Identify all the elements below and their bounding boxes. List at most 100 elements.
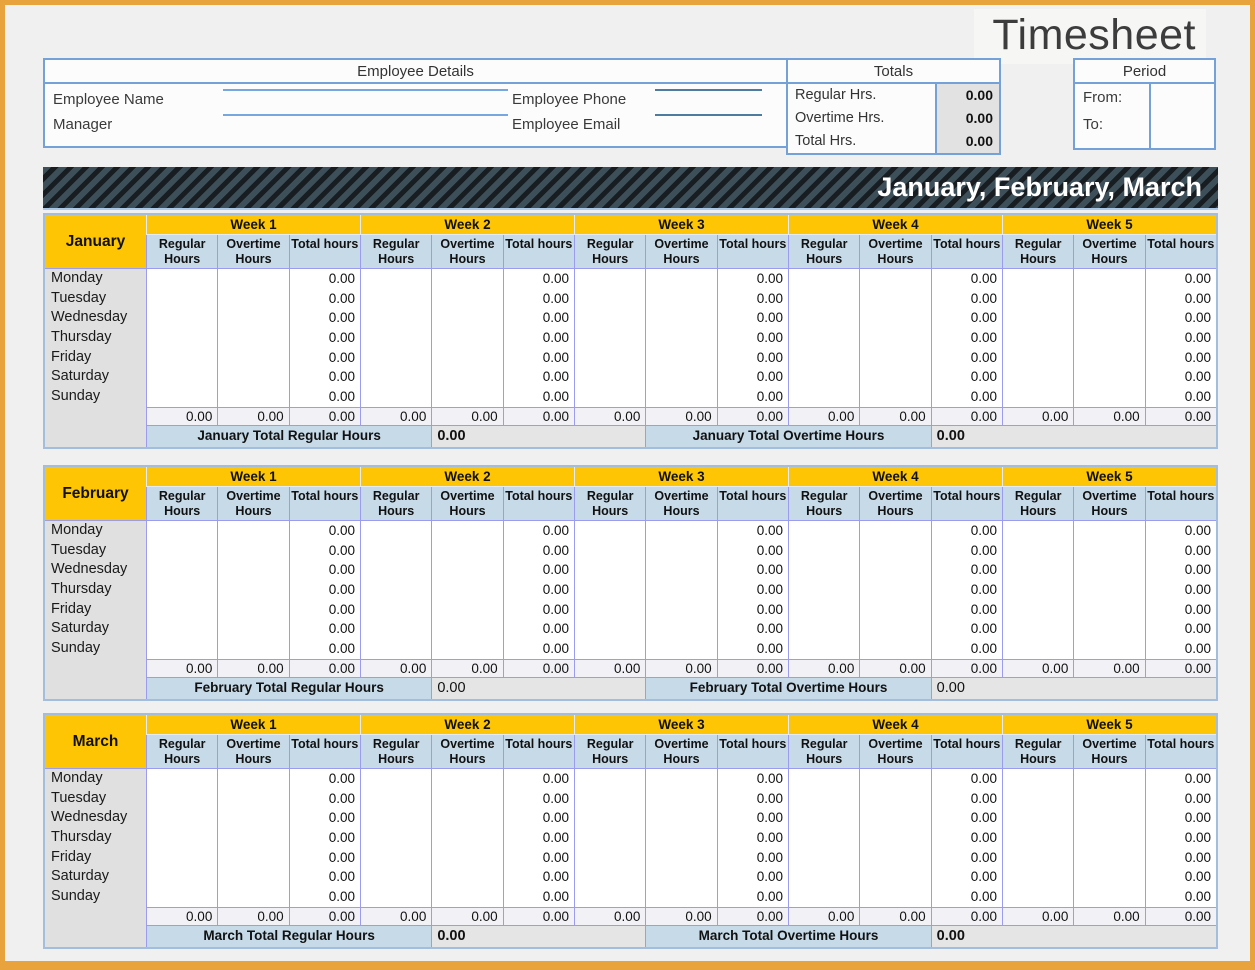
hours-entry-cell[interactable] <box>645 599 717 620</box>
hours-entry-cell[interactable] <box>645 328 717 348</box>
hours-entry-cell[interactable] <box>360 521 432 541</box>
hours-entry-cell[interactable] <box>859 521 931 541</box>
hours-entry-cell[interactable] <box>1073 599 1145 620</box>
hours-entry-cell[interactable] <box>431 828 503 848</box>
hours-entry-cell[interactable] <box>645 560 717 581</box>
hours-entry-cell[interactable] <box>1002 639 1074 659</box>
employee-name-input[interactable] <box>223 89 508 91</box>
hours-entry-cell[interactable] <box>788 560 860 581</box>
hours-entry-cell[interactable] <box>859 828 931 848</box>
hours-entry-cell[interactable] <box>146 347 218 368</box>
hours-entry-cell[interactable] <box>645 580 717 600</box>
hours-entry-cell[interactable] <box>217 521 289 541</box>
hours-entry-cell[interactable] <box>645 269 717 289</box>
hours-entry-cell[interactable] <box>859 639 931 659</box>
hours-entry-cell[interactable] <box>217 769 289 789</box>
hours-entry-cell[interactable] <box>217 288 289 309</box>
hours-entry-cell[interactable] <box>217 887 289 907</box>
hours-entry-cell[interactable] <box>645 639 717 659</box>
hours-entry-cell[interactable] <box>431 387 503 407</box>
hours-entry-cell[interactable] <box>1073 887 1145 907</box>
hours-entry-cell[interactable] <box>431 887 503 907</box>
hours-entry-cell[interactable] <box>1002 847 1074 868</box>
hours-entry-cell[interactable] <box>859 788 931 809</box>
hours-entry-cell[interactable] <box>1002 580 1074 600</box>
hours-entry-cell[interactable] <box>431 580 503 600</box>
hours-entry-cell[interactable] <box>360 328 432 348</box>
hours-entry-cell[interactable] <box>1002 619 1074 640</box>
hours-entry-cell[interactable] <box>360 887 432 907</box>
hours-entry-cell[interactable] <box>360 540 432 561</box>
hours-entry-cell[interactable] <box>859 619 931 640</box>
hours-entry-cell[interactable] <box>574 887 646 907</box>
hours-entry-cell[interactable] <box>788 828 860 848</box>
hours-entry-cell[interactable] <box>859 847 931 868</box>
hours-entry-cell[interactable] <box>574 828 646 848</box>
hours-entry-cell[interactable] <box>431 619 503 640</box>
hours-entry-cell[interactable] <box>859 769 931 789</box>
hours-entry-cell[interactable] <box>217 328 289 348</box>
hours-entry-cell[interactable] <box>146 540 218 561</box>
hours-entry-cell[interactable] <box>431 808 503 829</box>
hours-entry-cell[interactable] <box>217 867 289 888</box>
hours-entry-cell[interactable] <box>1073 540 1145 561</box>
hours-entry-cell[interactable] <box>1002 521 1074 541</box>
hours-entry-cell[interactable] <box>1002 769 1074 789</box>
hours-entry-cell[interactable] <box>1002 599 1074 620</box>
hours-entry-cell[interactable] <box>1073 639 1145 659</box>
hours-entry-cell[interactable] <box>1002 367 1074 388</box>
hours-entry-cell[interactable] <box>1073 619 1145 640</box>
hours-entry-cell[interactable] <box>788 288 860 309</box>
hours-entry-cell[interactable] <box>859 308 931 329</box>
hours-entry-cell[interactable] <box>1073 769 1145 789</box>
hours-entry-cell[interactable] <box>1002 788 1074 809</box>
hours-entry-cell[interactable] <box>146 328 218 348</box>
hours-entry-cell[interactable] <box>645 828 717 848</box>
hours-entry-cell[interactable] <box>217 619 289 640</box>
hours-entry-cell[interactable] <box>217 540 289 561</box>
hours-entry-cell[interactable] <box>1002 328 1074 348</box>
hours-entry-cell[interactable] <box>1002 867 1074 888</box>
hours-entry-cell[interactable] <box>574 521 646 541</box>
hours-entry-cell[interactable] <box>217 828 289 848</box>
hours-entry-cell[interactable] <box>431 540 503 561</box>
employee-email-input[interactable] <box>655 114 762 116</box>
hours-entry-cell[interactable] <box>859 580 931 600</box>
hours-entry-cell[interactable] <box>645 867 717 888</box>
hours-entry-cell[interactable] <box>1073 328 1145 348</box>
hours-entry-cell[interactable] <box>574 619 646 640</box>
hours-entry-cell[interactable] <box>431 328 503 348</box>
hours-entry-cell[interactable] <box>217 580 289 600</box>
hours-entry-cell[interactable] <box>574 288 646 309</box>
period-value-area[interactable] <box>1151 84 1214 148</box>
hours-entry-cell[interactable] <box>859 288 931 309</box>
hours-entry-cell[interactable] <box>574 599 646 620</box>
hours-entry-cell[interactable] <box>1002 887 1074 907</box>
hours-entry-cell[interactable] <box>360 828 432 848</box>
hours-entry-cell[interactable] <box>360 308 432 329</box>
hours-entry-cell[interactable] <box>146 367 218 388</box>
employee-phone-input[interactable] <box>655 89 762 91</box>
hours-entry-cell[interactable] <box>146 387 218 407</box>
hours-entry-cell[interactable] <box>360 580 432 600</box>
hours-entry-cell[interactable] <box>574 308 646 329</box>
hours-entry-cell[interactable] <box>146 560 218 581</box>
hours-entry-cell[interactable] <box>431 288 503 309</box>
hours-entry-cell[interactable] <box>360 347 432 368</box>
hours-entry-cell[interactable] <box>574 769 646 789</box>
hours-entry-cell[interactable] <box>217 788 289 809</box>
hours-entry-cell[interactable] <box>431 847 503 868</box>
hours-entry-cell[interactable] <box>146 599 218 620</box>
hours-entry-cell[interactable] <box>645 847 717 868</box>
hours-entry-cell[interactable] <box>1002 387 1074 407</box>
hours-entry-cell[interactable] <box>217 387 289 407</box>
hours-entry-cell[interactable] <box>788 599 860 620</box>
hours-entry-cell[interactable] <box>360 867 432 888</box>
hours-entry-cell[interactable] <box>645 387 717 407</box>
hours-entry-cell[interactable] <box>217 367 289 388</box>
hours-entry-cell[interactable] <box>360 269 432 289</box>
hours-entry-cell[interactable] <box>360 367 432 388</box>
hours-entry-cell[interactable] <box>645 788 717 809</box>
hours-entry-cell[interactable] <box>574 580 646 600</box>
hours-entry-cell[interactable] <box>146 828 218 848</box>
